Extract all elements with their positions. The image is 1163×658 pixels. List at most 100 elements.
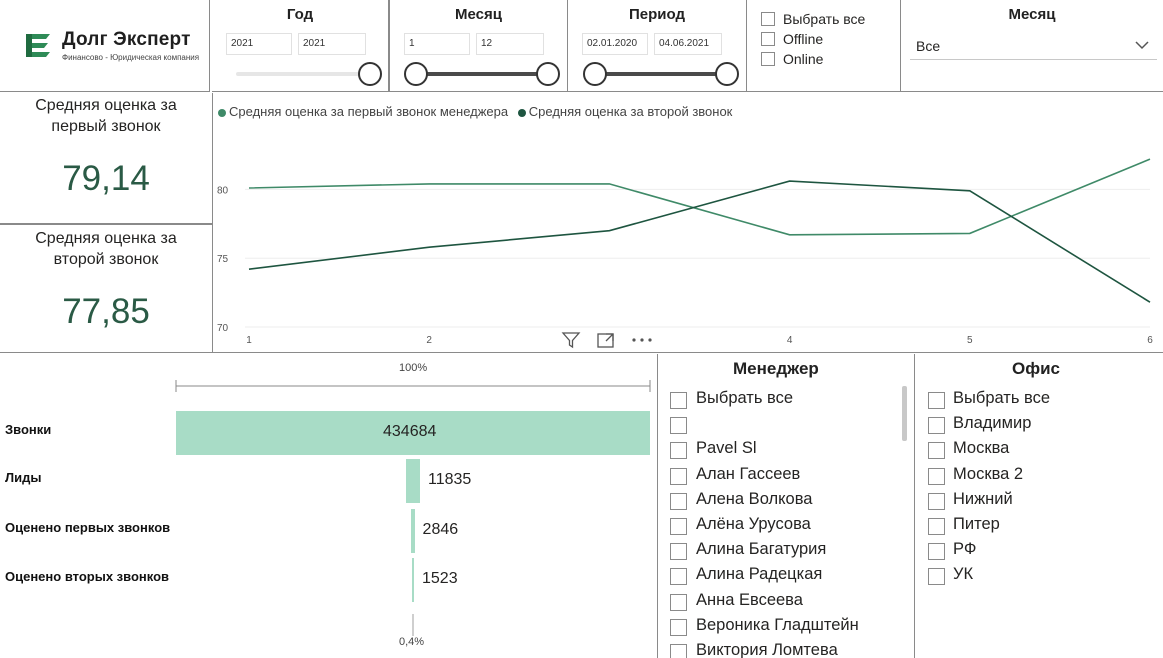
funnel-bar-calls[interactable] [176, 411, 650, 455]
year-slicer-title: Год [286, 6, 314, 23]
x-tick-label: 2 [426, 335, 432, 346]
focus-mode-icon[interactable] [596, 330, 616, 350]
y-tick-label: 75 [217, 254, 229, 265]
funnel-bar-second-rated[interactable] [412, 558, 414, 602]
period-slider-end-handle[interactable] [715, 62, 739, 86]
year-from-input[interactable]: 2021 [226, 33, 292, 55]
manager-slicer-title: Менеджер [733, 359, 819, 378]
funnel-label-first-rated: Оценено первых звонков [5, 520, 171, 535]
kpi-first-card: Средняя оценка за первый звонок 79,14 [0, 93, 213, 225]
funnel-panel [0, 354, 658, 658]
office-item-checkbox[interactable] [928, 492, 945, 510]
office-item-label[interactable]: Питер [953, 515, 1000, 533]
kpi-second-label-wrap: Средняя оценка за второй звонок [0, 228, 212, 270]
office-item-label[interactable]: Москва [953, 439, 1010, 458]
legend-item-first[interactable]: Средняя оценка за первый звонок менеджер… [218, 104, 508, 119]
office-item-label[interactable]: Владимир [953, 414, 1032, 433]
chart-legend: Средняя оценка за первый звонок менеджер… [218, 104, 738, 119]
office-slicer: Офис [915, 354, 1163, 658]
office-item-checkbox[interactable] [928, 467, 945, 485]
office-item-label[interactable]: УК [953, 565, 974, 584]
kpi-first-label-line1: Средняя оценка за [35, 97, 177, 114]
manager-item-label[interactable]: Алина Багатурия [696, 540, 827, 559]
month-to-input[interactable]: 12 [476, 33, 544, 55]
manager-item-label[interactable]: Алан Гассеев [696, 464, 801, 483]
channel-checkbox-online[interactable] [761, 52, 775, 66]
manager-item-label[interactable]: Алена Волкова [696, 489, 813, 508]
funnel-value-first-rated: 2846 [422, 521, 459, 538]
year-slicer: Год 2021 2021 [212, 0, 389, 92]
series-line-2[interactable] [248, 180, 1151, 303]
period-slider-start-handle[interactable] [583, 62, 607, 86]
manager-item-checkbox[interactable] [670, 618, 687, 636]
manager-item-checkbox[interactable] [670, 492, 687, 510]
period-slider-track [592, 72, 728, 76]
channel-checkbox-select-all[interactable] [761, 12, 775, 26]
kpi-first-label-wrap: Средняя оценка за первый звонок [0, 95, 212, 137]
funnel-label-leads: Лиды [5, 470, 42, 485]
manager-item-checkbox[interactable] [670, 518, 687, 535]
manager-item-label[interactable]: Выбрать все [696, 389, 794, 407]
line-chart[interactable]: 70 75 80 1 2 4 5 6 [213, 120, 1163, 353]
logo-title: Долг Эксперт [62, 29, 191, 50]
manager-item-checkbox[interactable] [670, 568, 687, 586]
manager-item-label[interactable]: Pavel Sl [696, 439, 757, 458]
logo-subtitle: Финансово - Юридическая компания [62, 53, 200, 62]
manager-item-label[interactable]: Анна Евсеева [696, 590, 803, 609]
office-item-checkbox[interactable] [928, 417, 945, 435]
channel-label-select-all: Выбрать все [783, 11, 866, 27]
funnel-top-percent: 100% [399, 362, 428, 374]
manager-item-checkbox[interactable] [670, 543, 687, 561]
chevron-down-icon [1135, 41, 1149, 50]
month-from-input[interactable]: 1 [404, 33, 470, 55]
y-tick-label: 70 [217, 323, 229, 334]
office-item-label[interactable]: Москва 2 [953, 464, 1024, 483]
funnel-bar-leads[interactable] [406, 459, 420, 503]
year-slider-handle[interactable] [358, 62, 382, 86]
office-item-label[interactable]: Выбрать все [953, 389, 1051, 407]
channel-label-online: Online [783, 51, 824, 67]
office-item-label[interactable]: РФ [953, 540, 977, 559]
filter-icon[interactable] [561, 330, 581, 350]
kpi-first-label-line2: первый звонок [51, 118, 161, 135]
manager-item-checkbox[interactable] [670, 417, 687, 435]
office-item-checkbox[interactable] [928, 518, 945, 535]
manager-item-label[interactable]: Вероника Гладштейн [696, 615, 859, 634]
manager-item-checkbox[interactable] [670, 467, 687, 485]
year-to-input[interactable]: 2021 [298, 33, 366, 55]
channel-checkbox-offline[interactable] [761, 32, 775, 46]
more-options-icon[interactable] [630, 330, 654, 350]
month-slider-end-handle[interactable] [536, 62, 560, 86]
period-from-input[interactable]: 02.01.2020 [582, 33, 648, 55]
office-item-label[interactable]: Нижний [953, 489, 1013, 508]
month-dropdown[interactable]: Все [910, 32, 1157, 60]
manager-item-checkbox[interactable] [670, 392, 687, 409]
kpi-second-card: Средняя оценка за второй звонок 77,85 [0, 225, 213, 353]
y-tick-label: 80 [217, 185, 229, 196]
funnel-value-second-rated: 1523 [422, 570, 458, 587]
manager-item-label[interactable]: Алёна Урусова [696, 515, 811, 533]
manager-item-checkbox[interactable] [670, 644, 687, 658]
office-item-checkbox[interactable] [928, 392, 945, 409]
funnel-value-leads: 11835 [428, 471, 472, 488]
x-tick-label: 6 [1147, 335, 1153, 346]
office-item-checkbox[interactable] [928, 568, 945, 586]
manager-item-label[interactable]: Алина Радецкая [696, 565, 823, 584]
manager-slicer: Менеджер [658, 354, 915, 658]
manager-item-checkbox[interactable] [670, 593, 687, 611]
period-slicer-title: Период [629, 6, 685, 23]
manager-item-label[interactable]: Виктория Ломтева [696, 641, 838, 658]
office-item-checkbox[interactable] [928, 543, 945, 561]
funnel-top-bracket [175, 380, 651, 392]
month-dropdown-slicer: Месяц [901, 0, 1163, 92]
legend-item-second[interactable]: Средняя оценка за второй звонок [517, 104, 732, 119]
funnel-bottom-percent: 0,4% [399, 636, 425, 648]
manager-item-checkbox[interactable] [670, 442, 687, 460]
office-item-checkbox[interactable] [928, 442, 945, 460]
kpi-second-value: 77,85 [62, 292, 150, 331]
funnel-bar-first-rated[interactable] [411, 509, 415, 553]
manager-list-scrollbar[interactable] [902, 386, 907, 441]
month-slider-start-handle[interactable] [404, 62, 428, 86]
series-line-1[interactable] [248, 158, 1151, 236]
period-to-input[interactable]: 04.06.2021 [654, 33, 722, 55]
